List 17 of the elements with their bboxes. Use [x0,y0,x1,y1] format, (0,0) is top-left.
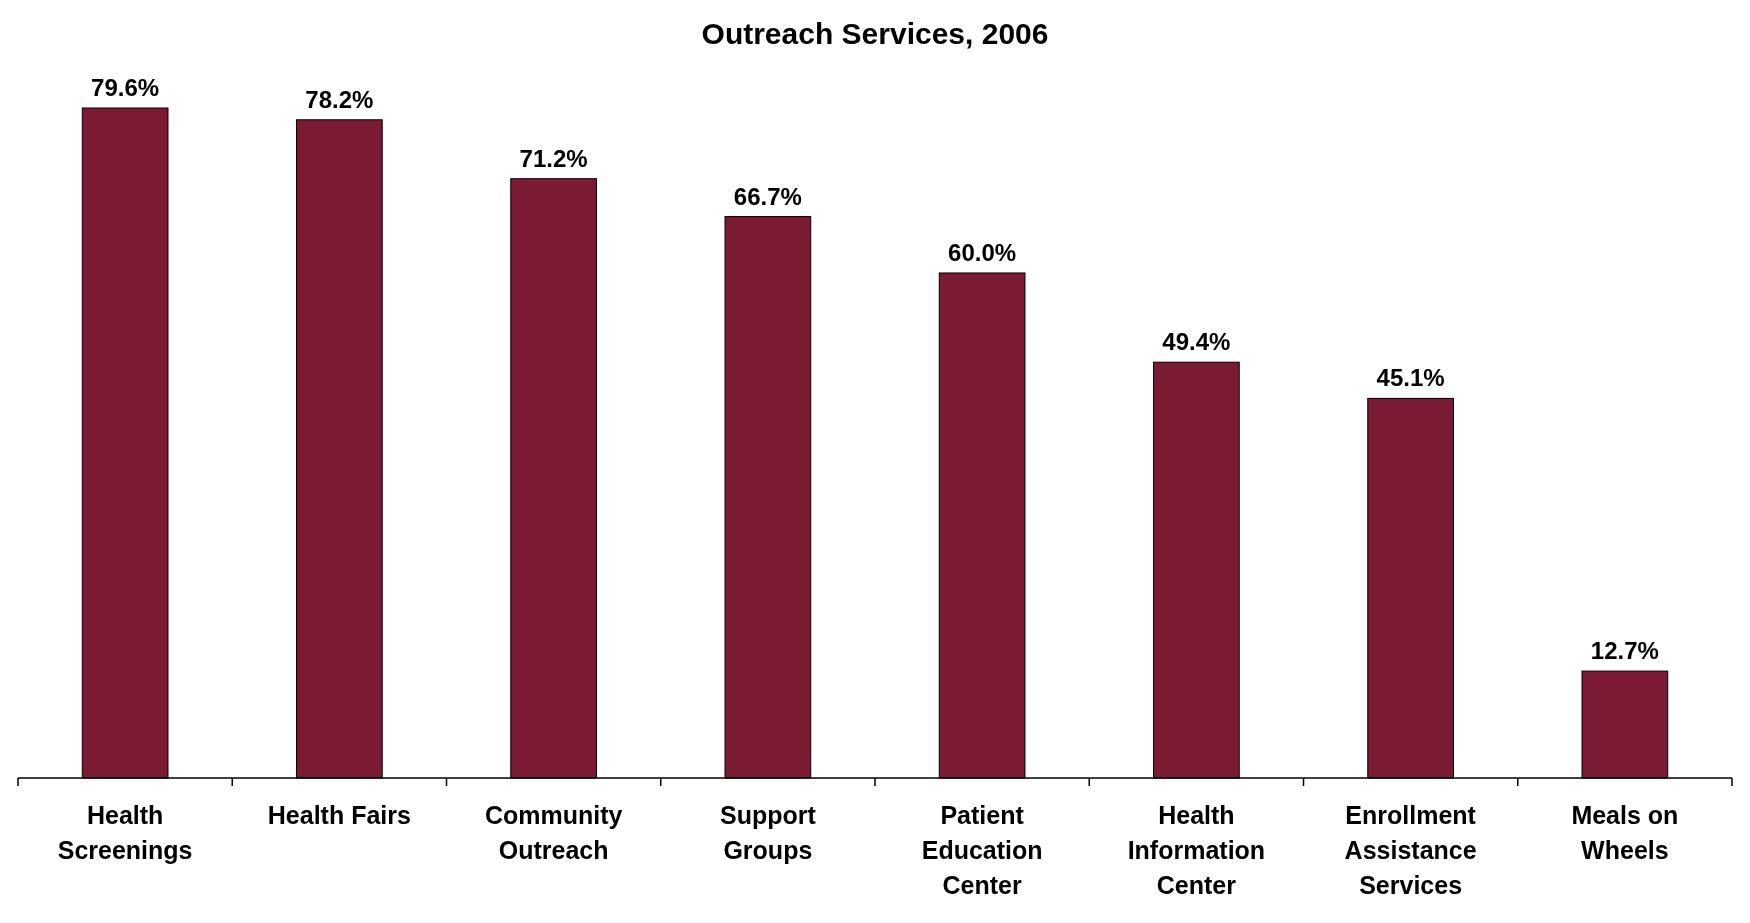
x-tick-label: Meals on Wheels [1571,801,1679,864]
x-tick-label: Patient Education Center [921,801,1043,899]
data-label: 71.2% [519,144,588,172]
data-label: 12.7% [1590,637,1659,665]
x-tick-label: Health Fairs [267,801,411,829]
data-label: 79.6% [91,74,160,101]
data-label: 66.7% [733,182,802,210]
x-tick-label: Health Screenings [57,801,193,864]
data-label: 45.1% [1376,364,1445,392]
x-tick-label: Enrollment Assistance Services [1344,801,1477,899]
data-label: 49.4% [1162,328,1231,356]
chart-title: Outreach Services, 2006 [701,17,1049,50]
x-tick-label: Support Groups [719,801,817,864]
data-label: 60.0% [948,238,1017,266]
data-label: 78.2% [305,85,374,113]
x-tick-label: Health Information Center [1127,801,1266,899]
x-tick-label: Community Outreach [484,801,623,864]
